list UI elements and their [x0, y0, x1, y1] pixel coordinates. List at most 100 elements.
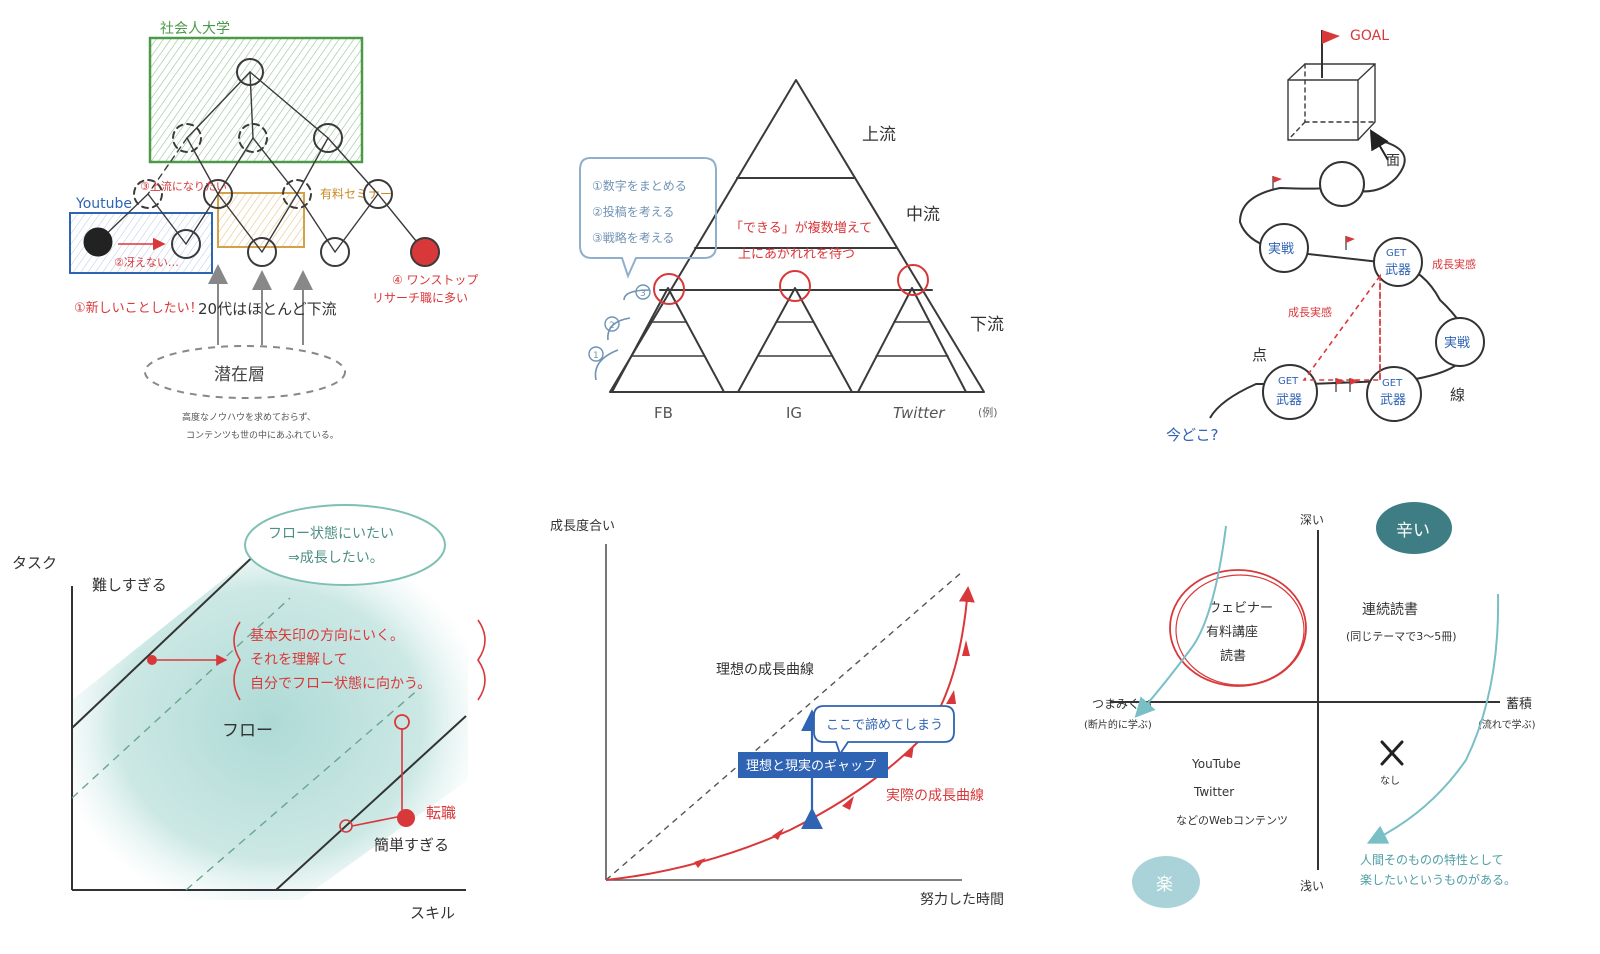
dash-line-1 — [71, 597, 291, 799]
small-tier-lines — [631, 321, 949, 357]
latent-label: 潜在層 — [214, 365, 265, 385]
red-dot-left — [147, 655, 157, 665]
teal-arrow-right — [1366, 593, 1500, 844]
goal-label: GOAL — [1350, 28, 1389, 44]
dash-line-2 — [185, 687, 421, 891]
university-label: 社会人大学 — [160, 21, 230, 37]
node-l3-d — [363, 179, 393, 209]
label-ig: IG — [786, 404, 802, 422]
curve-chevrons — [694, 640, 970, 868]
actual-label: 実際の成長曲線 — [886, 788, 984, 804]
node-l4-b — [247, 237, 277, 267]
node-l4-a — [171, 229, 201, 259]
up-arrows — [208, 264, 313, 345]
downstream2-label: 下流 — [970, 315, 1004, 335]
youtube-label: Youtube — [75, 196, 132, 212]
flow-label: フロー — [222, 721, 273, 741]
g-x-label: 努力した時間 — [920, 892, 1004, 908]
panel-flow: タスク スキル 難しすぎる 簡単すぎる フロー状態にいたい ⇒成長したい。 基本… — [12, 504, 486, 922]
bl-3: などのWebコンテンツ — [1176, 814, 1288, 827]
job-change-dot — [397, 809, 415, 827]
list-item-3: ③戦略を考える — [592, 230, 674, 245]
get-2-weapon: 武器 — [1380, 393, 1406, 408]
label-twitter: Twitter — [893, 404, 945, 422]
network-edges — [97, 71, 426, 253]
red-circle-ig — [779, 270, 811, 302]
node-l2-a — [172, 123, 202, 153]
small-triangle-fb — [611, 287, 725, 393]
panel-network: 社会人大学 Youtube 有料セミナー — [69, 21, 478, 441]
node-top — [236, 58, 264, 86]
panel-growth: 理想と現実のギャップ ここで諦めてしまう 理想の成長曲線 実際の成長曲線 成長度… — [550, 518, 1004, 908]
note-2: ②冴えない… — [114, 256, 179, 269]
node-l3-b — [203, 179, 233, 209]
tr-1: 連続読書 — [1362, 601, 1418, 618]
caption-1: 高度なノウハウを求めておらず、 — [182, 411, 316, 423]
none-label: なし — [1380, 775, 1400, 787]
get-1-top: GET — [1386, 248, 1407, 259]
red-note-3: 自分でフロー状態に向かう。 — [250, 676, 431, 692]
downstream-label: 20代はほとんど下流 — [198, 300, 337, 318]
goal-cube — [1287, 63, 1376, 141]
growth-label-1: 成長実感 — [1288, 305, 1332, 319]
jissen-1-label: 実戦 — [1268, 241, 1294, 257]
panel-pyramid: 上流 中流 下流 「できる」が複数増えて 上にあがれれを待つ ①数字をまとめる … — [579, 79, 1004, 422]
node-l3-a — [133, 179, 163, 209]
tough-blob — [1376, 502, 1452, 554]
node-l3-c — [282, 179, 312, 209]
give-up-bubble — [813, 705, 955, 757]
q-right: 蓄積 — [1506, 697, 1532, 712]
red-circle-2 — [1175, 574, 1305, 686]
label-example: (例) — [978, 405, 998, 419]
growth-label-2: 成長実感 — [1432, 257, 1476, 271]
note-3: ③上流になりたい — [140, 179, 227, 193]
node-get-1 — [1373, 237, 1423, 287]
node-jissen-2 — [1435, 317, 1485, 367]
list-item-2: ②投稿を考える — [592, 204, 674, 219]
where-now: 今どこ? — [1166, 426, 1219, 444]
jissen-2-label: 実戦 — [1444, 335, 1470, 351]
red-note-2: それを理解して — [250, 652, 348, 668]
actual-curve — [605, 586, 975, 881]
note-1: ①新しいことしたい！ — [74, 300, 203, 316]
point-label: 点 — [1252, 346, 1267, 364]
node-get-3 — [1262, 364, 1318, 420]
node-l4-c — [320, 237, 350, 267]
give-up-label: ここで諦めてしまう — [826, 717, 943, 733]
upstream-label: 上流 — [862, 125, 896, 145]
x-axis-label: スキル — [410, 904, 455, 922]
node-get-2 — [1366, 366, 1422, 422]
note-4-b: リサーチ職に多い — [372, 291, 468, 305]
red-note-1: 基本矢印の方向にいく。 — [250, 627, 404, 644]
step-2: 2 — [609, 321, 615, 331]
node-jissen-1 — [1259, 223, 1309, 273]
note-1: 人間そのものの特性として — [1360, 852, 1504, 867]
start-ring — [339, 819, 353, 833]
small-flags — [1272, 176, 1359, 392]
list-bubble — [579, 157, 717, 279]
step-3: 3 — [640, 289, 646, 299]
job-change-label: 転職 — [426, 804, 456, 822]
midstream-label: 中流 — [906, 205, 940, 225]
bl-2: Twitter — [1193, 785, 1234, 799]
get-2-top: GET — [1382, 378, 1403, 389]
none-cross — [1380, 740, 1404, 766]
goal-arrow — [1369, 129, 1389, 161]
note-4-a: ④ ワンストップ — [392, 273, 478, 287]
too-easy-label: 簡単すぎる — [374, 836, 449, 854]
get-3-top: GET — [1278, 376, 1299, 387]
step-arrows — [594, 289, 651, 381]
circle-3: 読書 — [1220, 648, 1246, 664]
panel-quadrant: 深い 浅い つまみぐい (断片的に学ぶ) 蓄積 (流れで学ぶ) 辛い 楽 ウェビ… — [1084, 502, 1536, 908]
easy-label: 楽 — [1156, 875, 1173, 895]
node-l2-b — [238, 123, 268, 153]
tr-2: (同じテーマで3〜5冊) — [1346, 630, 1457, 643]
q-left-sub: (断片的に学ぶ) — [1084, 718, 1152, 731]
red-circle-tw — [897, 264, 929, 296]
step-circle-1 — [588, 346, 604, 362]
step-circle-3 — [635, 284, 651, 300]
step-circle-2 — [604, 316, 620, 332]
lower-band-line — [275, 715, 467, 891]
ideal-line — [605, 571, 963, 881]
node-black — [83, 227, 113, 257]
